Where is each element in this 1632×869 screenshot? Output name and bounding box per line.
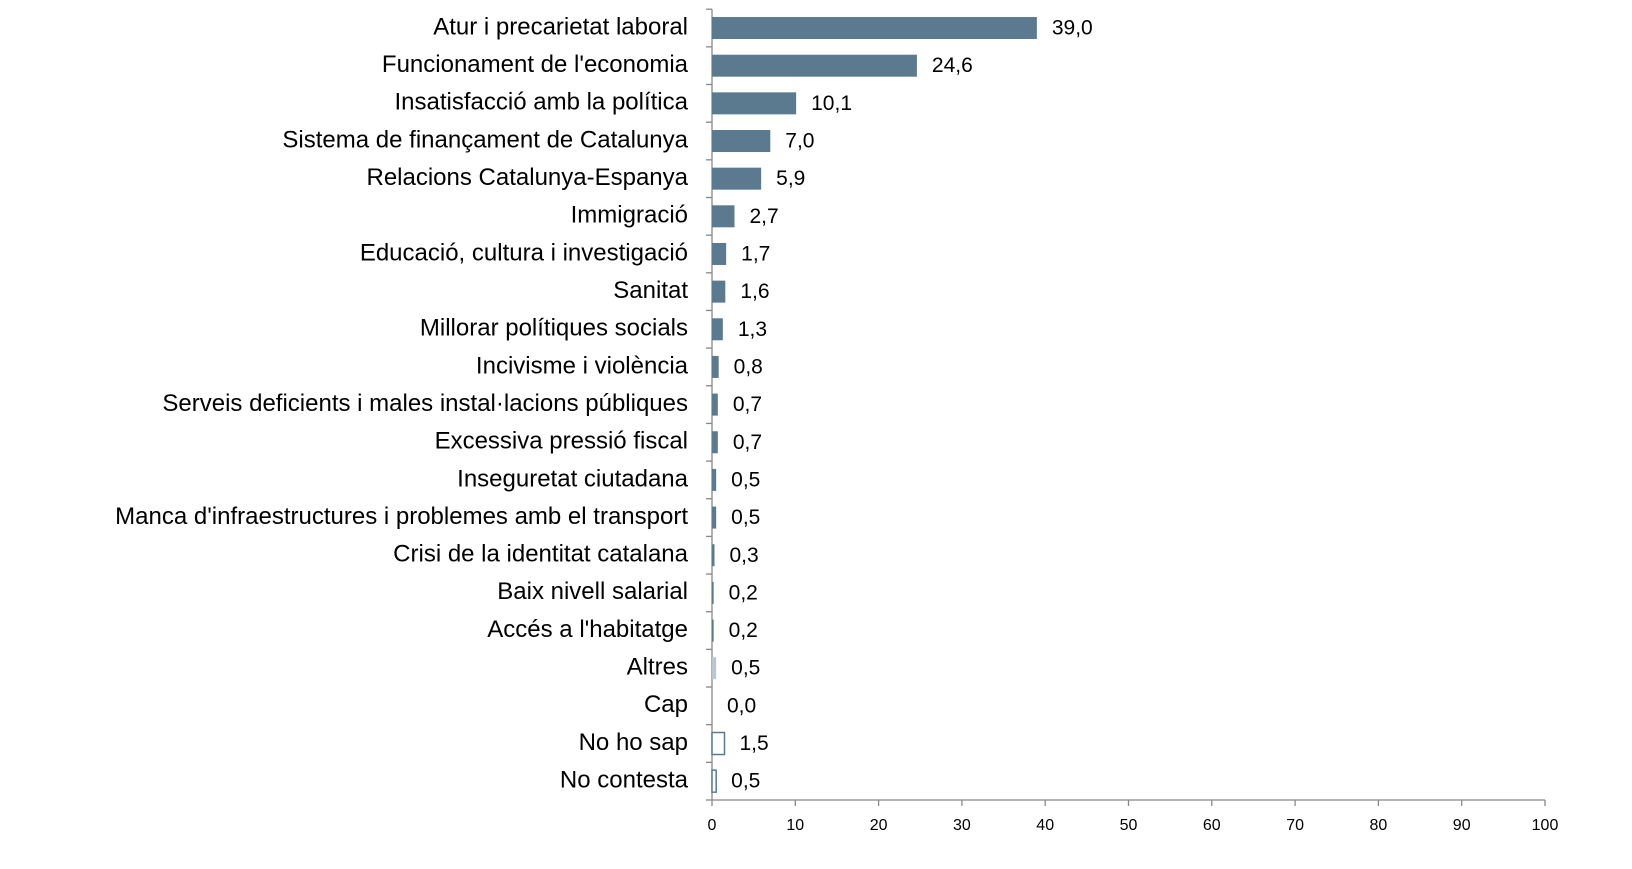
value-label: 1,6 — [740, 280, 769, 303]
category-label: No contesta — [560, 767, 689, 794]
bar — [712, 468, 717, 491]
x-tick-label: 10 — [786, 817, 804, 834]
category-label: Serveis deficients i males instal·lacion… — [162, 390, 688, 417]
bar — [712, 205, 735, 228]
value-label: 2,7 — [749, 205, 778, 228]
category-label: Funcionament de l'economia — [382, 51, 689, 78]
category-label: Millorar polítiques socials — [420, 315, 688, 342]
value-label: 7,0 — [785, 130, 814, 153]
bar — [712, 92, 797, 115]
bar — [712, 130, 771, 152]
category-label: Excessiva pressió fiscal — [435, 428, 688, 455]
bar — [712, 581, 714, 604]
x-tick-label: 40 — [1036, 817, 1054, 834]
category-label: Sanitat — [613, 277, 688, 304]
x-tick-label: 0 — [708, 817, 717, 834]
bar — [711, 769, 717, 793]
x-tick-label: 30 — [953, 817, 971, 834]
category-label: No ho sap — [579, 729, 688, 756]
x-tick-label: 70 — [1286, 817, 1304, 834]
x-tick-label: 60 — [1203, 817, 1221, 834]
bar — [712, 280, 726, 303]
value-label: 0,5 — [731, 770, 760, 793]
bar — [712, 242, 727, 265]
value-label: 0,7 — [733, 393, 762, 416]
category-label: Relacions Catalunya-Espanya — [366, 164, 688, 191]
category-label: Manca d'infraestructures i problemes amb… — [115, 503, 688, 530]
category-label: Cap — [644, 691, 688, 718]
x-tick-label: 90 — [1453, 817, 1471, 834]
value-label: 0,7 — [733, 431, 762, 454]
value-label: 0,2 — [729, 581, 758, 604]
x-tick-label: 100 — [1532, 817, 1559, 834]
category-label: Inseguretat ciutadana — [457, 465, 688, 492]
value-label: 0,5 — [731, 657, 760, 680]
value-label: 24,6 — [932, 54, 973, 77]
value-label: 1,3 — [738, 318, 767, 341]
category-label: Atur i precarietat laboral — [433, 13, 688, 40]
bar — [712, 17, 1037, 40]
category-label: Sistema de finançament de Catalunya — [282, 126, 688, 153]
bar — [712, 54, 917, 77]
category-label: Altres — [627, 654, 688, 681]
bar — [712, 318, 723, 341]
bar — [712, 355, 719, 378]
value-label: 5,9 — [776, 167, 805, 190]
value-label: 1,7 — [741, 243, 770, 266]
category-label: Insatisfacció amb la política — [395, 89, 689, 116]
bar — [712, 657, 717, 680]
category-label: Immigració — [571, 202, 688, 229]
value-label: 0,8 — [734, 355, 763, 378]
bar — [712, 506, 717, 529]
category-label: Incivisme i violència — [476, 352, 689, 379]
x-tick-label: 20 — [870, 817, 888, 834]
value-label: 0,2 — [729, 619, 758, 642]
value-label: 1,5 — [739, 732, 768, 755]
bar — [712, 619, 714, 642]
category-label: Accés a l'habitatge — [487, 616, 688, 643]
category-label: Baix nivell salarial — [497, 578, 688, 605]
category-label: Educació, cultura i investigació — [360, 239, 688, 266]
value-label: 0,5 — [731, 468, 760, 491]
value-label: 10,1 — [811, 92, 852, 115]
bar — [712, 167, 762, 190]
value-label: 0,0 — [727, 694, 756, 717]
bar — [712, 393, 718, 416]
x-tick-label: 80 — [1370, 817, 1388, 834]
category-label: Crisi de la identitat catalana — [393, 541, 688, 568]
value-label: 0,5 — [731, 506, 760, 529]
value-label: 39,0 — [1052, 17, 1093, 40]
bar — [712, 544, 715, 567]
x-tick-label: 50 — [1120, 817, 1138, 834]
bar — [712, 431, 718, 454]
value-label: 0,3 — [729, 544, 758, 567]
bar — [711, 731, 726, 756]
